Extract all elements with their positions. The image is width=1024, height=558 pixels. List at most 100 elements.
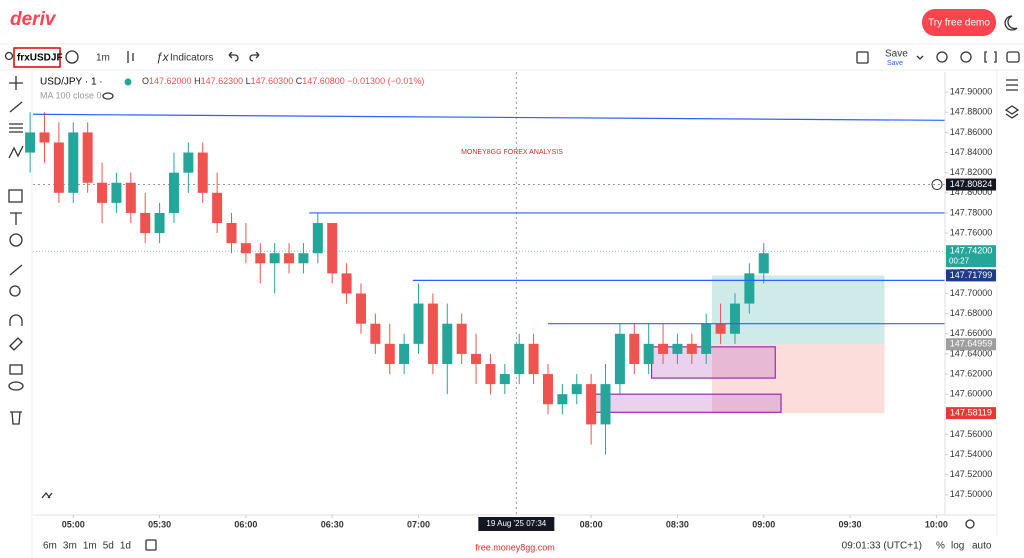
candle-body bbox=[456, 323, 467, 354]
candle-body bbox=[542, 374, 553, 405]
x-tick-label: 06:30 bbox=[321, 519, 344, 529]
candle-body bbox=[528, 343, 539, 375]
watchlist-icon[interactable] bbox=[1006, 79, 1018, 91]
cta-button[interactable] bbox=[922, 9, 996, 36]
crosshair-tool[interactable] bbox=[9, 76, 23, 90]
candle-body bbox=[686, 343, 697, 354]
range-button[interactable]: 6m bbox=[43, 541, 57, 552]
x-tick-label: 08:30 bbox=[666, 519, 689, 529]
drawing-tools bbox=[8, 76, 24, 425]
theme-toggle[interactable] bbox=[1004, 15, 1018, 31]
save-sub[interactable]: Save bbox=[887, 60, 903, 67]
y-tick-label: 147.60000 bbox=[950, 389, 993, 399]
stay-drawing-tool[interactable] bbox=[9, 337, 23, 351]
range-button[interactable]: 1m bbox=[83, 541, 97, 552]
lock-tool[interactable] bbox=[9, 364, 23, 375]
ohlc-value: 147.62000 bbox=[149, 76, 192, 86]
candle-body bbox=[25, 132, 36, 153]
interval[interactable]: 1m bbox=[96, 53, 110, 64]
candle-body bbox=[125, 182, 136, 213]
axis-settings[interactable] bbox=[965, 519, 975, 529]
chart-plot bbox=[25, 112, 946, 455]
compare-button[interactable] bbox=[65, 50, 79, 64]
zone bbox=[590, 393, 782, 413]
y-tick-label: 147.78000 bbox=[950, 207, 993, 217]
footer-link[interactable]: free.money8gg.com bbox=[475, 542, 555, 552]
range-button[interactable]: 5d bbox=[103, 541, 114, 552]
candle-body bbox=[341, 273, 352, 294]
y-tick-label: 147.68000 bbox=[950, 308, 993, 318]
y-tick-label: 147.84000 bbox=[950, 147, 993, 157]
footer: 6m 3m 1m 5d 1d bbox=[43, 541, 131, 552]
candle-body bbox=[39, 132, 50, 143]
zoom-tool[interactable] bbox=[9, 285, 21, 297]
fx-icon[interactable]: ƒx bbox=[156, 50, 170, 64]
candle-body bbox=[197, 152, 208, 193]
x-tick-label: 10:00 bbox=[925, 519, 948, 529]
alert-icon[interactable] bbox=[936, 51, 948, 63]
undo[interactable] bbox=[228, 51, 239, 62]
save-menu[interactable] bbox=[916, 55, 924, 60]
snapshot-icon[interactable] bbox=[1006, 51, 1020, 63]
candle-body bbox=[298, 253, 309, 264]
x-tick-label: 06:00 bbox=[234, 519, 257, 529]
price-label-bg bbox=[946, 269, 996, 282]
tv-logo bbox=[41, 491, 53, 499]
x-tick-label: 05:30 bbox=[148, 519, 171, 529]
pattern-tool[interactable] bbox=[8, 145, 24, 159]
ohlc-key: C bbox=[296, 76, 303, 86]
fib-tool[interactable] bbox=[9, 123, 23, 133]
axes: 147.90000 147.88000 147.86000 147.84000 147.… bbox=[62, 87, 996, 531]
candle-body bbox=[168, 172, 179, 213]
candle-body bbox=[68, 132, 79, 193]
price-label: 147.74200 bbox=[950, 246, 993, 256]
y-tick-label: 147.62000 bbox=[950, 368, 993, 378]
symbol[interactable]: frxUSDJF bbox=[17, 53, 63, 64]
settings-icon[interactable] bbox=[960, 51, 972, 63]
auto-toggle[interactable]: auto bbox=[972, 541, 992, 552]
candle-body bbox=[427, 303, 438, 364]
delete-tool[interactable] bbox=[10, 411, 22, 425]
search-icon[interactable] bbox=[4, 51, 14, 61]
emoji-tool[interactable] bbox=[9, 233, 23, 247]
layout-icon[interactable] bbox=[856, 51, 869, 64]
date-range-icon[interactable] bbox=[145, 539, 157, 551]
y-tick-label: 147.86000 bbox=[950, 127, 993, 137]
chart-type-icon[interactable] bbox=[127, 51, 134, 63]
range-button[interactable]: 1d bbox=[120, 541, 131, 552]
y-tick-label: 147.66000 bbox=[950, 328, 993, 338]
price-label: 147.58119 bbox=[950, 407, 992, 417]
symbol-box[interactable] bbox=[13, 47, 61, 68]
magnet-tool[interactable] bbox=[9, 314, 23, 326]
y-tick-label: 147.88000 bbox=[950, 107, 993, 117]
x-tick-label: 08:00 bbox=[580, 519, 603, 529]
indicators[interactable]: Indicators bbox=[170, 53, 213, 64]
save[interactable]: Save bbox=[885, 49, 908, 60]
candle-body bbox=[758, 253, 769, 274]
visibility-tool[interactable] bbox=[8, 381, 24, 391]
candle-body bbox=[672, 343, 683, 354]
time-label: 19 Aug '25 07:34 bbox=[486, 519, 546, 528]
candle-body bbox=[571, 384, 582, 395]
log-toggle[interactable]: log bbox=[951, 541, 964, 552]
fullscreen-icon[interactable] bbox=[984, 51, 997, 63]
range-button[interactable]: 3m bbox=[63, 541, 77, 552]
candle-body bbox=[384, 343, 395, 364]
percent-toggle[interactable]: % bbox=[936, 541, 945, 552]
candle-body bbox=[614, 333, 625, 385]
y-tick-label: 147.56000 bbox=[950, 429, 993, 439]
candle-body bbox=[255, 253, 266, 264]
candle-body bbox=[442, 323, 453, 364]
shape-tool[interactable] bbox=[8, 189, 23, 203]
indicator-visibility[interactable] bbox=[102, 92, 114, 100]
layers-icon[interactable] bbox=[1004, 105, 1020, 119]
trendline-tool[interactable] bbox=[9, 101, 23, 113]
measure-tool[interactable] bbox=[9, 264, 23, 276]
zone bbox=[650, 346, 776, 379]
candle-body bbox=[399, 343, 410, 364]
cta-label[interactable]: Try free demo bbox=[928, 18, 990, 29]
redo[interactable] bbox=[249, 51, 260, 62]
text-tool[interactable] bbox=[10, 212, 22, 225]
y-tick-label: 147.70000 bbox=[950, 288, 993, 298]
brand-logo[interactable]: deriv bbox=[10, 9, 57, 30]
